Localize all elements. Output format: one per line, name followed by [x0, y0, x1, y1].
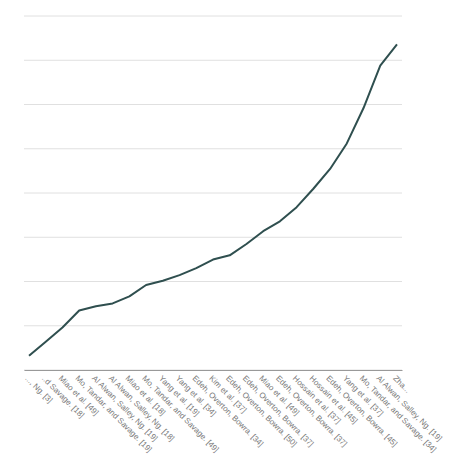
x-tick: Al Alwan, Salley, Ng. [19] [375, 374, 444, 443]
grid-line [24, 148, 402, 149]
x-tick: Mo, Tandar, and Savage. [34] [358, 374, 438, 454]
x-tick: Zha... [391, 374, 412, 395]
marks [29, 44, 397, 356]
x-tick-label: Mo, Tandar, and Savage. [34] [358, 374, 438, 454]
x-tick-label: Zha... [391, 374, 412, 395]
grid-line [24, 281, 402, 282]
plot: ..., Ng. [3]..d Savage. [18]Miao et al. … [23, 16, 443, 454]
x-tick-label: Al Alwan, Salley, Ng. [19] [375, 374, 444, 443]
grid-line [24, 16, 402, 17]
grid-line [24, 237, 402, 238]
line [29, 44, 397, 356]
grid-line [24, 193, 402, 194]
x-axis: ..., Ng. [3]..d Savage. [18]Miao et al. … [23, 371, 443, 455]
grid-line [24, 370, 402, 371]
grid [24, 16, 402, 370]
x-axis-line [25, 370, 403, 371]
grid-line [24, 104, 402, 105]
grid-line [24, 325, 402, 326]
chart: ..., Ng. [3]..d Savage. [18]Miao et al. … [0, 0, 474, 474]
grid-line [24, 60, 402, 61]
